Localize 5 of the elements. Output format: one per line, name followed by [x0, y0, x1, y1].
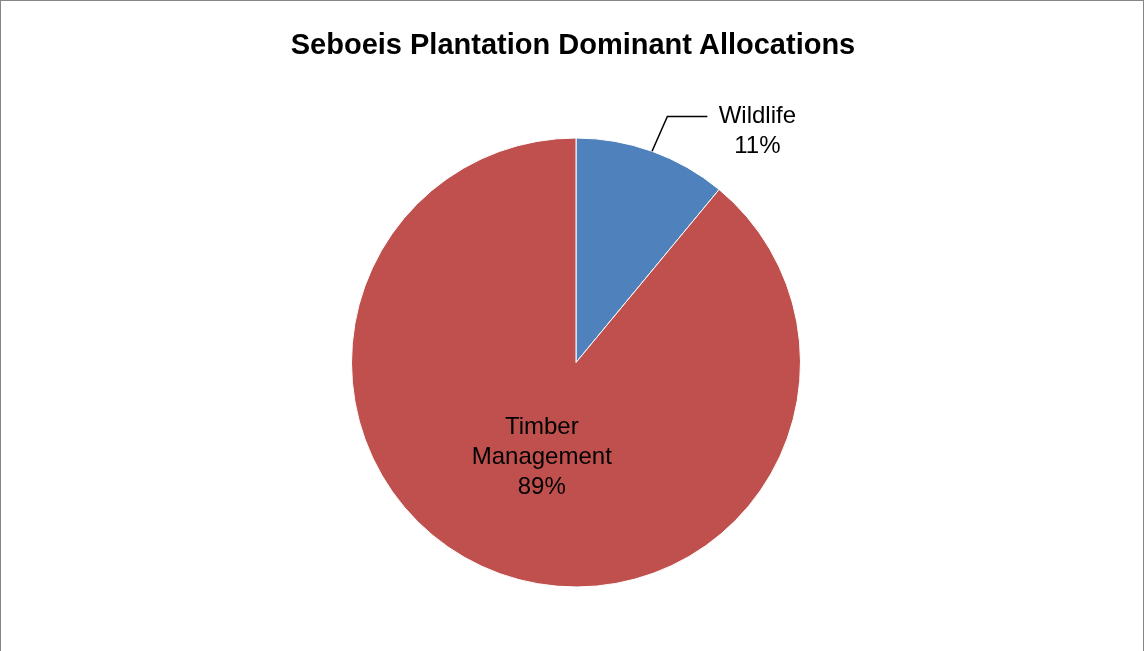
data-label: 89% [517, 472, 566, 500]
chart-title: Seboeis Plantation Dominant Allocations [289, 28, 857, 61]
slice-label: Timber Management [471, 412, 613, 470]
slice-label: Wildlife [718, 101, 797, 129]
data-label: 11% [734, 131, 781, 159]
